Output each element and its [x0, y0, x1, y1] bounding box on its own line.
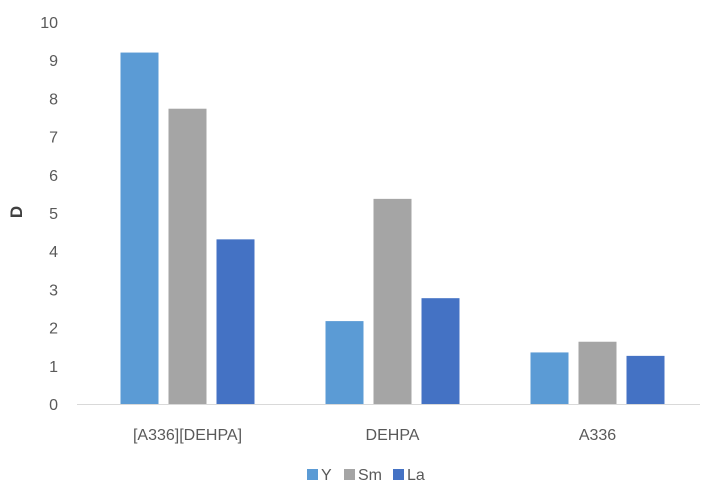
category-label: A336: [579, 427, 616, 444]
y-tick-label: 3: [49, 282, 58, 299]
bar-y-1: [325, 321, 364, 404]
bars: [120, 52, 665, 405]
category-label: DEHPA: [366, 427, 420, 444]
x-axis-categories: [A336][DEHPA] DEHPA A336: [133, 427, 616, 444]
bar-sm-0: [168, 108, 207, 405]
y-tick-label: 6: [49, 168, 58, 185]
category-label: [A336][DEHPA]: [133, 427, 242, 444]
legend-swatch-la: [393, 469, 404, 480]
bar-la-0: [216, 239, 255, 404]
y-axis-label: D: [7, 206, 26, 218]
y-tick-label: 4: [49, 244, 58, 261]
y-tick-label: 9: [49, 53, 58, 70]
y-tick-label: 8: [49, 91, 58, 108]
y-tick-label: 2: [49, 321, 58, 338]
legend-label-la: La: [407, 467, 425, 484]
legend-label-sm: Sm: [358, 467, 382, 484]
y-tick-label: 7: [49, 130, 58, 147]
bar-sm-2: [578, 341, 617, 404]
legend-label-y: Y: [321, 467, 332, 484]
bar-la-1: [421, 298, 460, 404]
bar-sm-1: [373, 198, 412, 404]
bar-la-2: [626, 355, 665, 404]
bar-y-0: [120, 52, 159, 405]
y-tick-label: 10: [40, 15, 58, 32]
legend-swatch-y: [307, 469, 318, 480]
bar-y-2: [530, 352, 569, 404]
legend: Y Sm La: [307, 467, 425, 484]
y-tick-label: 1: [49, 359, 58, 376]
y-tick-label: 5: [49, 206, 58, 223]
y-tick-label: 0: [49, 397, 58, 414]
legend-swatch-sm: [344, 469, 355, 480]
y-axis-ticks: 0 1 2 3 4 5 6 7 8 9 10: [40, 15, 58, 414]
